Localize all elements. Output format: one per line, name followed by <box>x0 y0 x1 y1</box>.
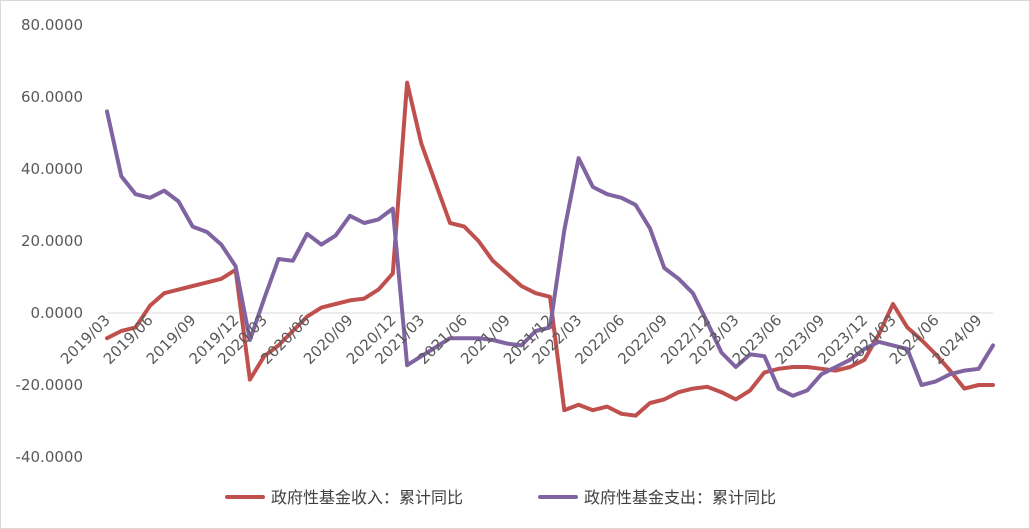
y-tick-label: 20.0000 <box>21 232 83 250</box>
y-tick-label: 60.0000 <box>21 88 83 106</box>
y-axis-ticks: 80.0000 60.0000 40.0000 20.0000 0.0000 -20.00… <box>16 16 83 466</box>
y-tick-label: -40.0000 <box>16 448 83 466</box>
series-line-2 <box>105 109 995 398</box>
series-layer <box>105 80 995 418</box>
y-tick-label: -20.0000 <box>16 376 83 394</box>
y-tick-label: 40.0000 <box>21 160 83 178</box>
y-tick-label: 0.0000 <box>31 304 84 322</box>
y-tick-label: 80.0000 <box>21 16 83 34</box>
x-axis-ticks: 2019/032019/062019/092019/122020/032020/… <box>57 311 986 368</box>
series-line-1 <box>105 80 995 418</box>
legend: 政府性基金收入：累计同比 政府性基金支出：累计同比 <box>225 488 776 507</box>
legend-label: 政府性基金支出：累计同比 <box>584 488 776 507</box>
legend-label: 政府性基金收入：累计同比 <box>271 488 463 507</box>
